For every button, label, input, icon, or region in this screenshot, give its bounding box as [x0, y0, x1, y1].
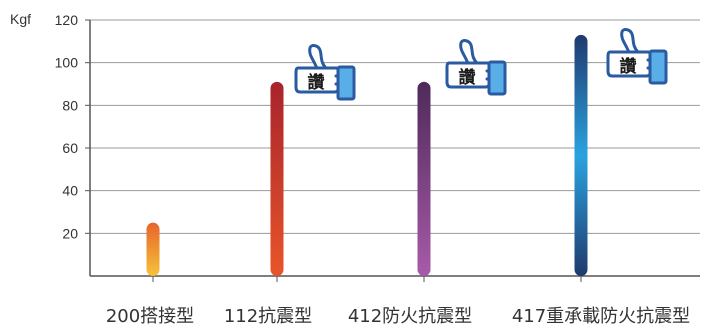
- category-label: 200搭接型: [106, 306, 194, 327]
- y-tick-label: 40: [62, 183, 78, 199]
- bar: [417, 81, 431, 276]
- category-label: 412防火抗震型: [348, 306, 472, 327]
- grid-layer: [85, 19, 700, 234]
- bars: [146, 34, 588, 282]
- badge-text: 讚: [308, 72, 325, 93]
- y-tick-label: 120: [55, 12, 79, 28]
- y-tick-label: 60: [62, 140, 78, 156]
- y-tick-label: 20: [62, 225, 78, 241]
- badge-text: 讚: [459, 67, 476, 88]
- badges: 讚讚讚: [294, 28, 668, 101]
- category-label: 417重承載防火抗震型: [512, 306, 690, 327]
- category-label: 112抗震型: [224, 306, 312, 327]
- thumbs-up-icon: 讚: [294, 44, 356, 101]
- category-labels: 200搭接型 112抗震型 412防火抗震型 417重承載防火抗震型: [106, 306, 690, 327]
- axis-layer: Kgf: [10, 11, 700, 277]
- bar: [270, 81, 284, 276]
- badge-text: 讚: [620, 56, 637, 77]
- thumbs-up-icon: 讚: [445, 39, 507, 96]
- y-tick-label: 100: [55, 55, 79, 71]
- y-tick-label: 80: [62, 97, 78, 113]
- y-unit-label: Kgf: [10, 11, 31, 27]
- y-tick-labels: 20 40 60 80 100 120: [55, 12, 79, 241]
- thumbs-up-icon: 讚: [606, 28, 668, 85]
- bar: [146, 222, 160, 276]
- bar: [574, 34, 588, 276]
